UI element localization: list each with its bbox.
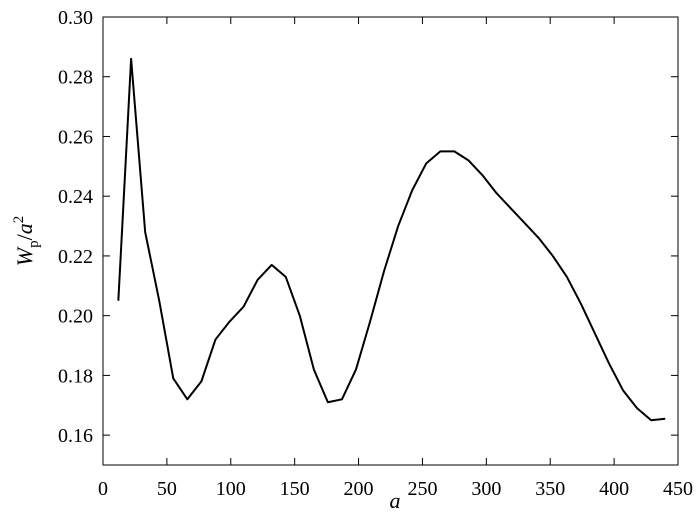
- x-tick-label: 100: [216, 478, 246, 500]
- y-label-main: W: [12, 246, 37, 266]
- plot-frame: [102, 16, 679, 466]
- y-label-sup: 2: [11, 216, 27, 224]
- x-tick-label: 50: [157, 478, 177, 500]
- x-tick-label: 250: [407, 478, 437, 500]
- y-tick-label: 0.22: [58, 246, 93, 268]
- x-tick-label: 300: [471, 478, 501, 500]
- y-tick-label: 0.18: [58, 365, 93, 387]
- y-tick-label: 0.26: [58, 126, 93, 148]
- x-tick-label: 350: [535, 478, 565, 500]
- y-tick-label: 0.28: [58, 67, 93, 89]
- x-tick-label: 450: [663, 478, 693, 500]
- y-label-sub: p: [26, 240, 42, 248]
- x-tick-label: 400: [599, 478, 629, 500]
- y-tick-label: 0.30: [58, 7, 93, 29]
- y-tick-label: 0.16: [58, 425, 93, 447]
- x-tick-label: 200: [344, 478, 374, 500]
- y-tick-label: 0.20: [58, 306, 93, 328]
- y-axis-label: Wp/a2: [11, 216, 42, 266]
- y-tick-label: 0.24: [58, 186, 93, 208]
- x-tick-label: 150: [280, 478, 310, 500]
- x-tick-label: 0: [98, 478, 108, 500]
- y-label-slash: /: [12, 233, 37, 240]
- data-line: [117, 57, 666, 422]
- y-label-var: a: [12, 223, 37, 234]
- x-axis-label: a: [390, 488, 401, 513]
